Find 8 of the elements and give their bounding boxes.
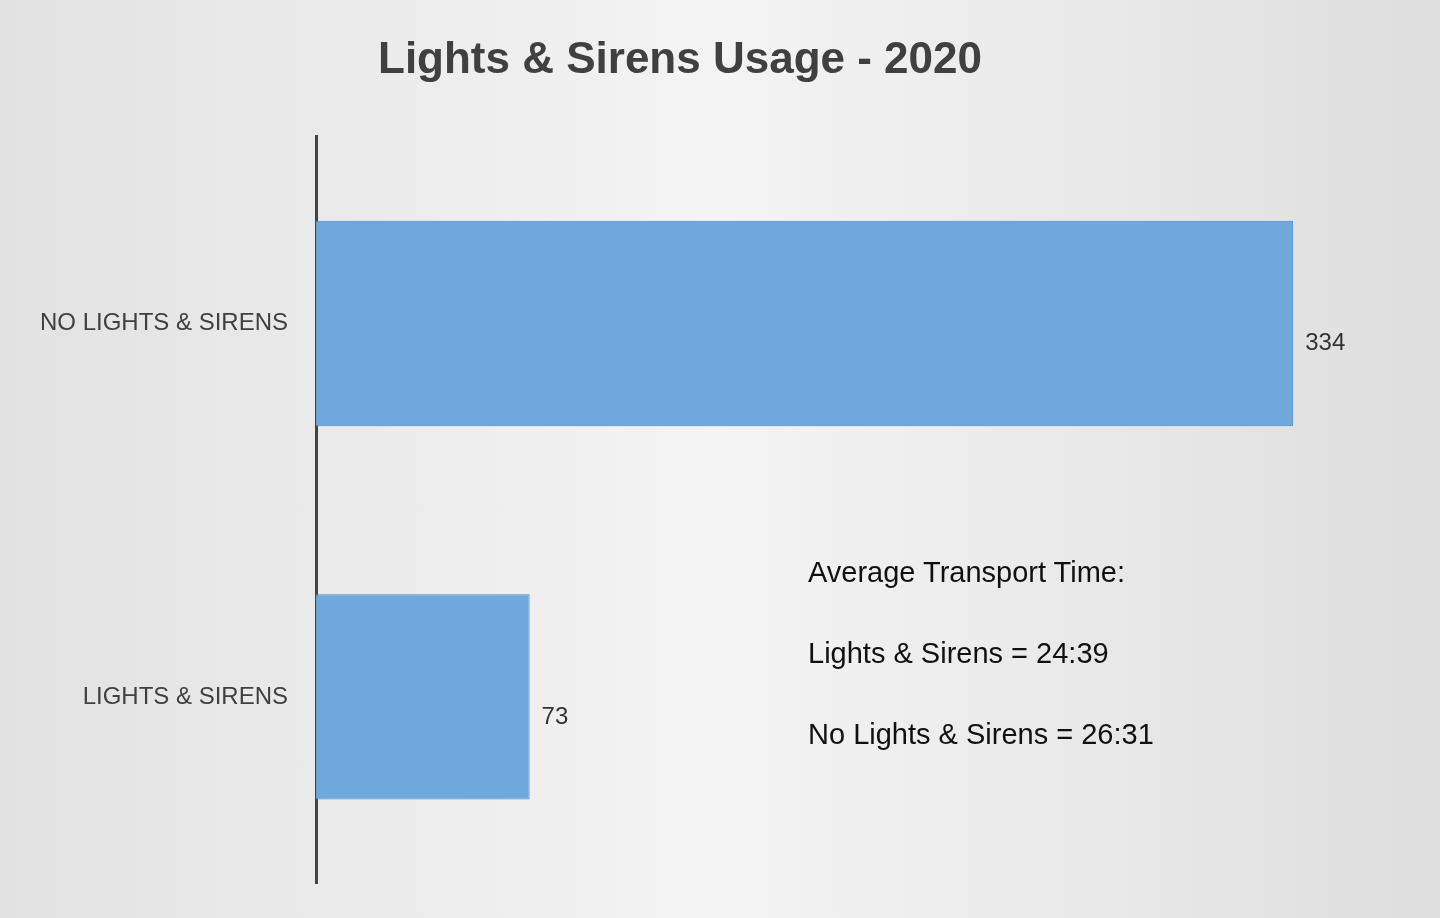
y-tick-label: NO LIGHTS & SIRENS <box>39 308 289 336</box>
annotation: No Lights & Sirens = 26:31 <box>808 717 1154 752</box>
chart-title: Lights & Sirens Usage - 2020 <box>378 32 982 82</box>
y-tick-label: LIGHTS & SIRENS <box>82 681 289 709</box>
data-label: 334 <box>1305 328 1346 356</box>
annotation: Average Transport Time: <box>808 555 1126 590</box>
annotation: Lights & Sirens = 24:39 <box>808 636 1110 671</box>
data-label: 73 <box>541 701 569 729</box>
